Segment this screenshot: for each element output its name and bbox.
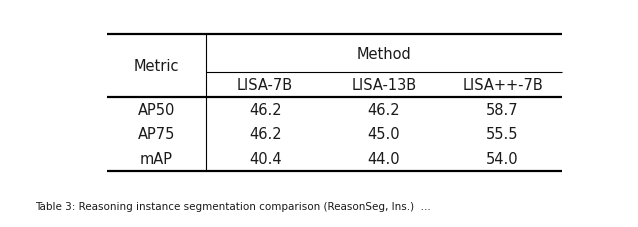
- Text: 55.5: 55.5: [486, 127, 519, 142]
- Text: Table 3: Reasoning instance segmentation comparison (ReasonSeg, Ins.)  ...: Table 3: Reasoning instance segmentation…: [35, 202, 431, 212]
- Text: LISA++-7B: LISA++-7B: [462, 77, 543, 92]
- Text: 44.0: 44.0: [367, 152, 400, 167]
- Text: 58.7: 58.7: [486, 102, 519, 117]
- Text: LISA-13B: LISA-13B: [352, 77, 417, 92]
- Text: AP50: AP50: [138, 102, 175, 117]
- Text: 46.2: 46.2: [249, 102, 281, 117]
- Text: 46.2: 46.2: [367, 102, 400, 117]
- Text: mAP: mAP: [140, 152, 173, 167]
- Text: 45.0: 45.0: [367, 127, 400, 142]
- Text: 54.0: 54.0: [486, 152, 519, 167]
- Text: Method: Method: [357, 47, 412, 61]
- Text: Metric: Metric: [133, 59, 179, 74]
- Text: 40.4: 40.4: [249, 152, 281, 167]
- Text: 46.2: 46.2: [249, 127, 281, 142]
- Text: LISA-7B: LISA-7B: [237, 77, 293, 92]
- Text: AP75: AP75: [138, 127, 175, 142]
